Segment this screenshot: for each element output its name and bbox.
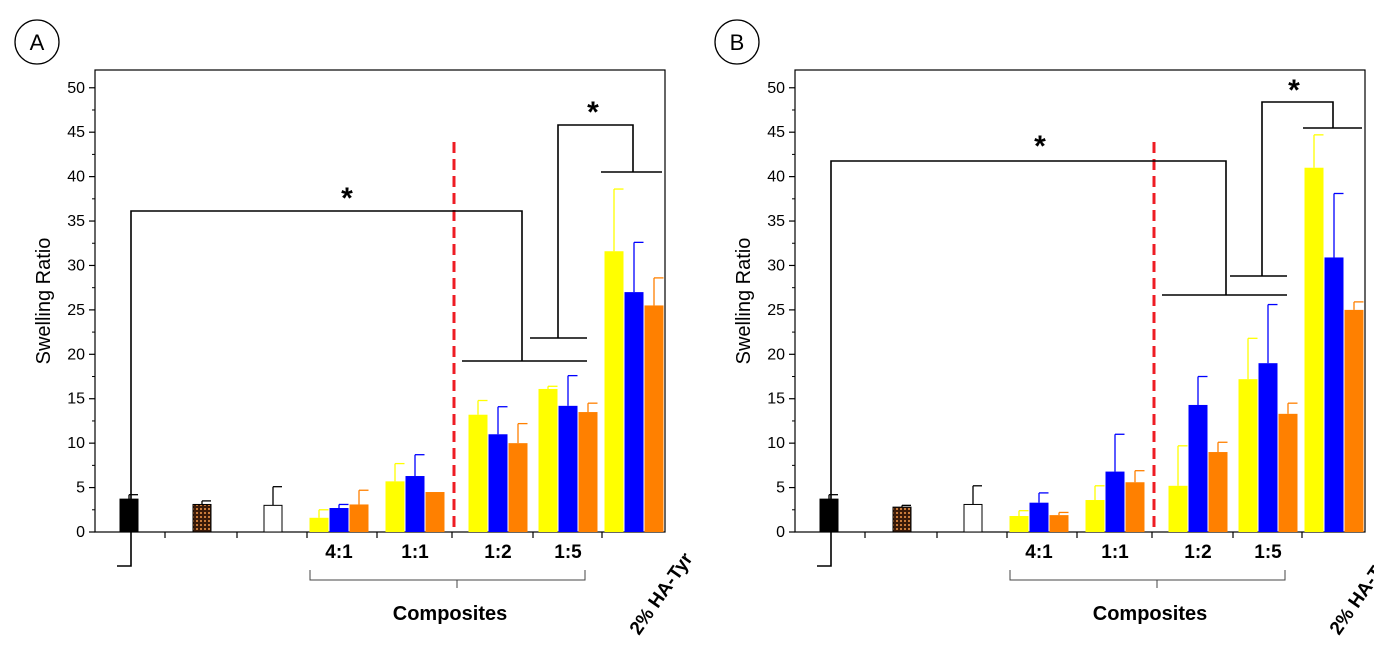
data-bar	[644, 305, 664, 532]
data-bar	[558, 405, 578, 532]
y-tick-label: 20	[67, 346, 85, 363]
y-tick-label: 0	[76, 524, 85, 541]
data-bar	[1029, 502, 1049, 532]
y-tick-label: 30	[767, 257, 785, 274]
panel-letter-circle	[14, 19, 60, 65]
data-bar	[1304, 167, 1324, 532]
y-tick-label: 35	[767, 213, 785, 230]
data-bar	[604, 251, 624, 532]
y-axis-title: Swelling Ratio	[33, 238, 55, 365]
y-tick-label: 25	[67, 302, 85, 319]
data-bar	[1258, 363, 1278, 532]
data-bar	[1188, 404, 1208, 532]
panel-letter: A	[30, 30, 45, 55]
category-label: 4:1	[325, 542, 353, 563]
plot-frame	[94, 69, 666, 533]
data-bar	[1238, 379, 1258, 532]
data-bar	[578, 412, 598, 532]
control-bar	[819, 498, 839, 533]
data-bar	[538, 388, 558, 532]
category-label: 4:1	[1025, 542, 1053, 563]
significance-star: *	[1288, 74, 1300, 107]
control-bar	[263, 504, 283, 533]
category-label: 1:2	[484, 542, 511, 563]
control-bar	[963, 503, 983, 533]
group-label: Composites	[1093, 603, 1207, 625]
y-tick-label: 40	[67, 169, 85, 186]
composites-brace	[309, 570, 586, 588]
data-bar	[385, 481, 405, 532]
data-bar	[1049, 515, 1069, 532]
data-bar	[309, 517, 329, 532]
data-bar	[329, 508, 349, 532]
significance-star: *	[1034, 130, 1046, 163]
category-label: 1:1	[401, 542, 429, 563]
data-bar	[1085, 500, 1105, 532]
data-bar	[1105, 471, 1125, 532]
category-label: 1:5	[1254, 542, 1282, 563]
data-bar	[508, 443, 528, 532]
y-tick-label: 10	[67, 435, 85, 452]
y-tick-label: 45	[67, 124, 85, 141]
chart-panel-a: A 0 5 10 15 20 25 30 35 40 45 50 Swelling Ratio 4:1 1:…	[14, 19, 698, 639]
y-tick-label: 15	[67, 391, 85, 408]
y-axis-title: Swelling Ratio	[733, 238, 755, 365]
category-label: 1:1	[1101, 542, 1129, 563]
control-bar	[892, 506, 912, 533]
plot-frame	[794, 69, 1366, 533]
data-bar	[468, 414, 488, 532]
data-bar	[1324, 257, 1344, 532]
data-bar	[349, 504, 369, 532]
data-bar	[488, 434, 508, 532]
significance-bracket	[1261, 101, 1334, 276]
data-bar	[1278, 413, 1298, 532]
significance-bracket	[817, 160, 1227, 567]
y-tick-label: 30	[67, 257, 85, 274]
group-label: Composites	[393, 603, 507, 625]
significance-bracket	[117, 210, 523, 567]
data-bar	[405, 476, 425, 532]
data-bar	[1009, 516, 1029, 532]
y-tick-label: 40	[767, 169, 785, 186]
composites-brace	[1009, 570, 1286, 588]
data-bar	[1125, 482, 1145, 532]
data-bar	[1344, 309, 1364, 532]
y-tick-label: 5	[76, 480, 85, 497]
panel-letter: B	[730, 30, 745, 55]
data-bar	[425, 492, 445, 532]
y-tick-label: 10	[767, 435, 785, 452]
y-tick-label: 0	[776, 524, 785, 541]
category-label: 2% HA-Tyr	[1326, 549, 1374, 639]
panel-letter-circle	[714, 19, 760, 65]
significance-bracket	[557, 124, 634, 338]
significance-star: *	[587, 96, 599, 129]
category-label: 1:5	[554, 542, 582, 563]
category-label: 2% HA-Tyr	[626, 549, 698, 639]
y-tick-label: 5	[776, 480, 785, 497]
data-bar	[1208, 452, 1228, 532]
y-tick-label: 45	[767, 124, 785, 141]
control-bar	[192, 503, 212, 533]
data-bar	[624, 292, 644, 532]
y-tick-label: 50	[67, 80, 85, 97]
y-tick-label: 35	[67, 213, 85, 230]
chart-panel-b: B 0 5 10 15 20 25 30 35 40 45 50 Swelling Ratio 4:1 1:…	[714, 19, 1374, 639]
significance-star: *	[341, 182, 353, 215]
category-label: 1:2	[1184, 542, 1211, 563]
y-tick-label: 50	[767, 80, 785, 97]
y-tick-label: 15	[767, 391, 785, 408]
control-bar	[119, 498, 139, 533]
data-bar	[1168, 485, 1188, 532]
y-tick-label: 25	[767, 302, 785, 319]
y-tick-label: 20	[767, 346, 785, 363]
